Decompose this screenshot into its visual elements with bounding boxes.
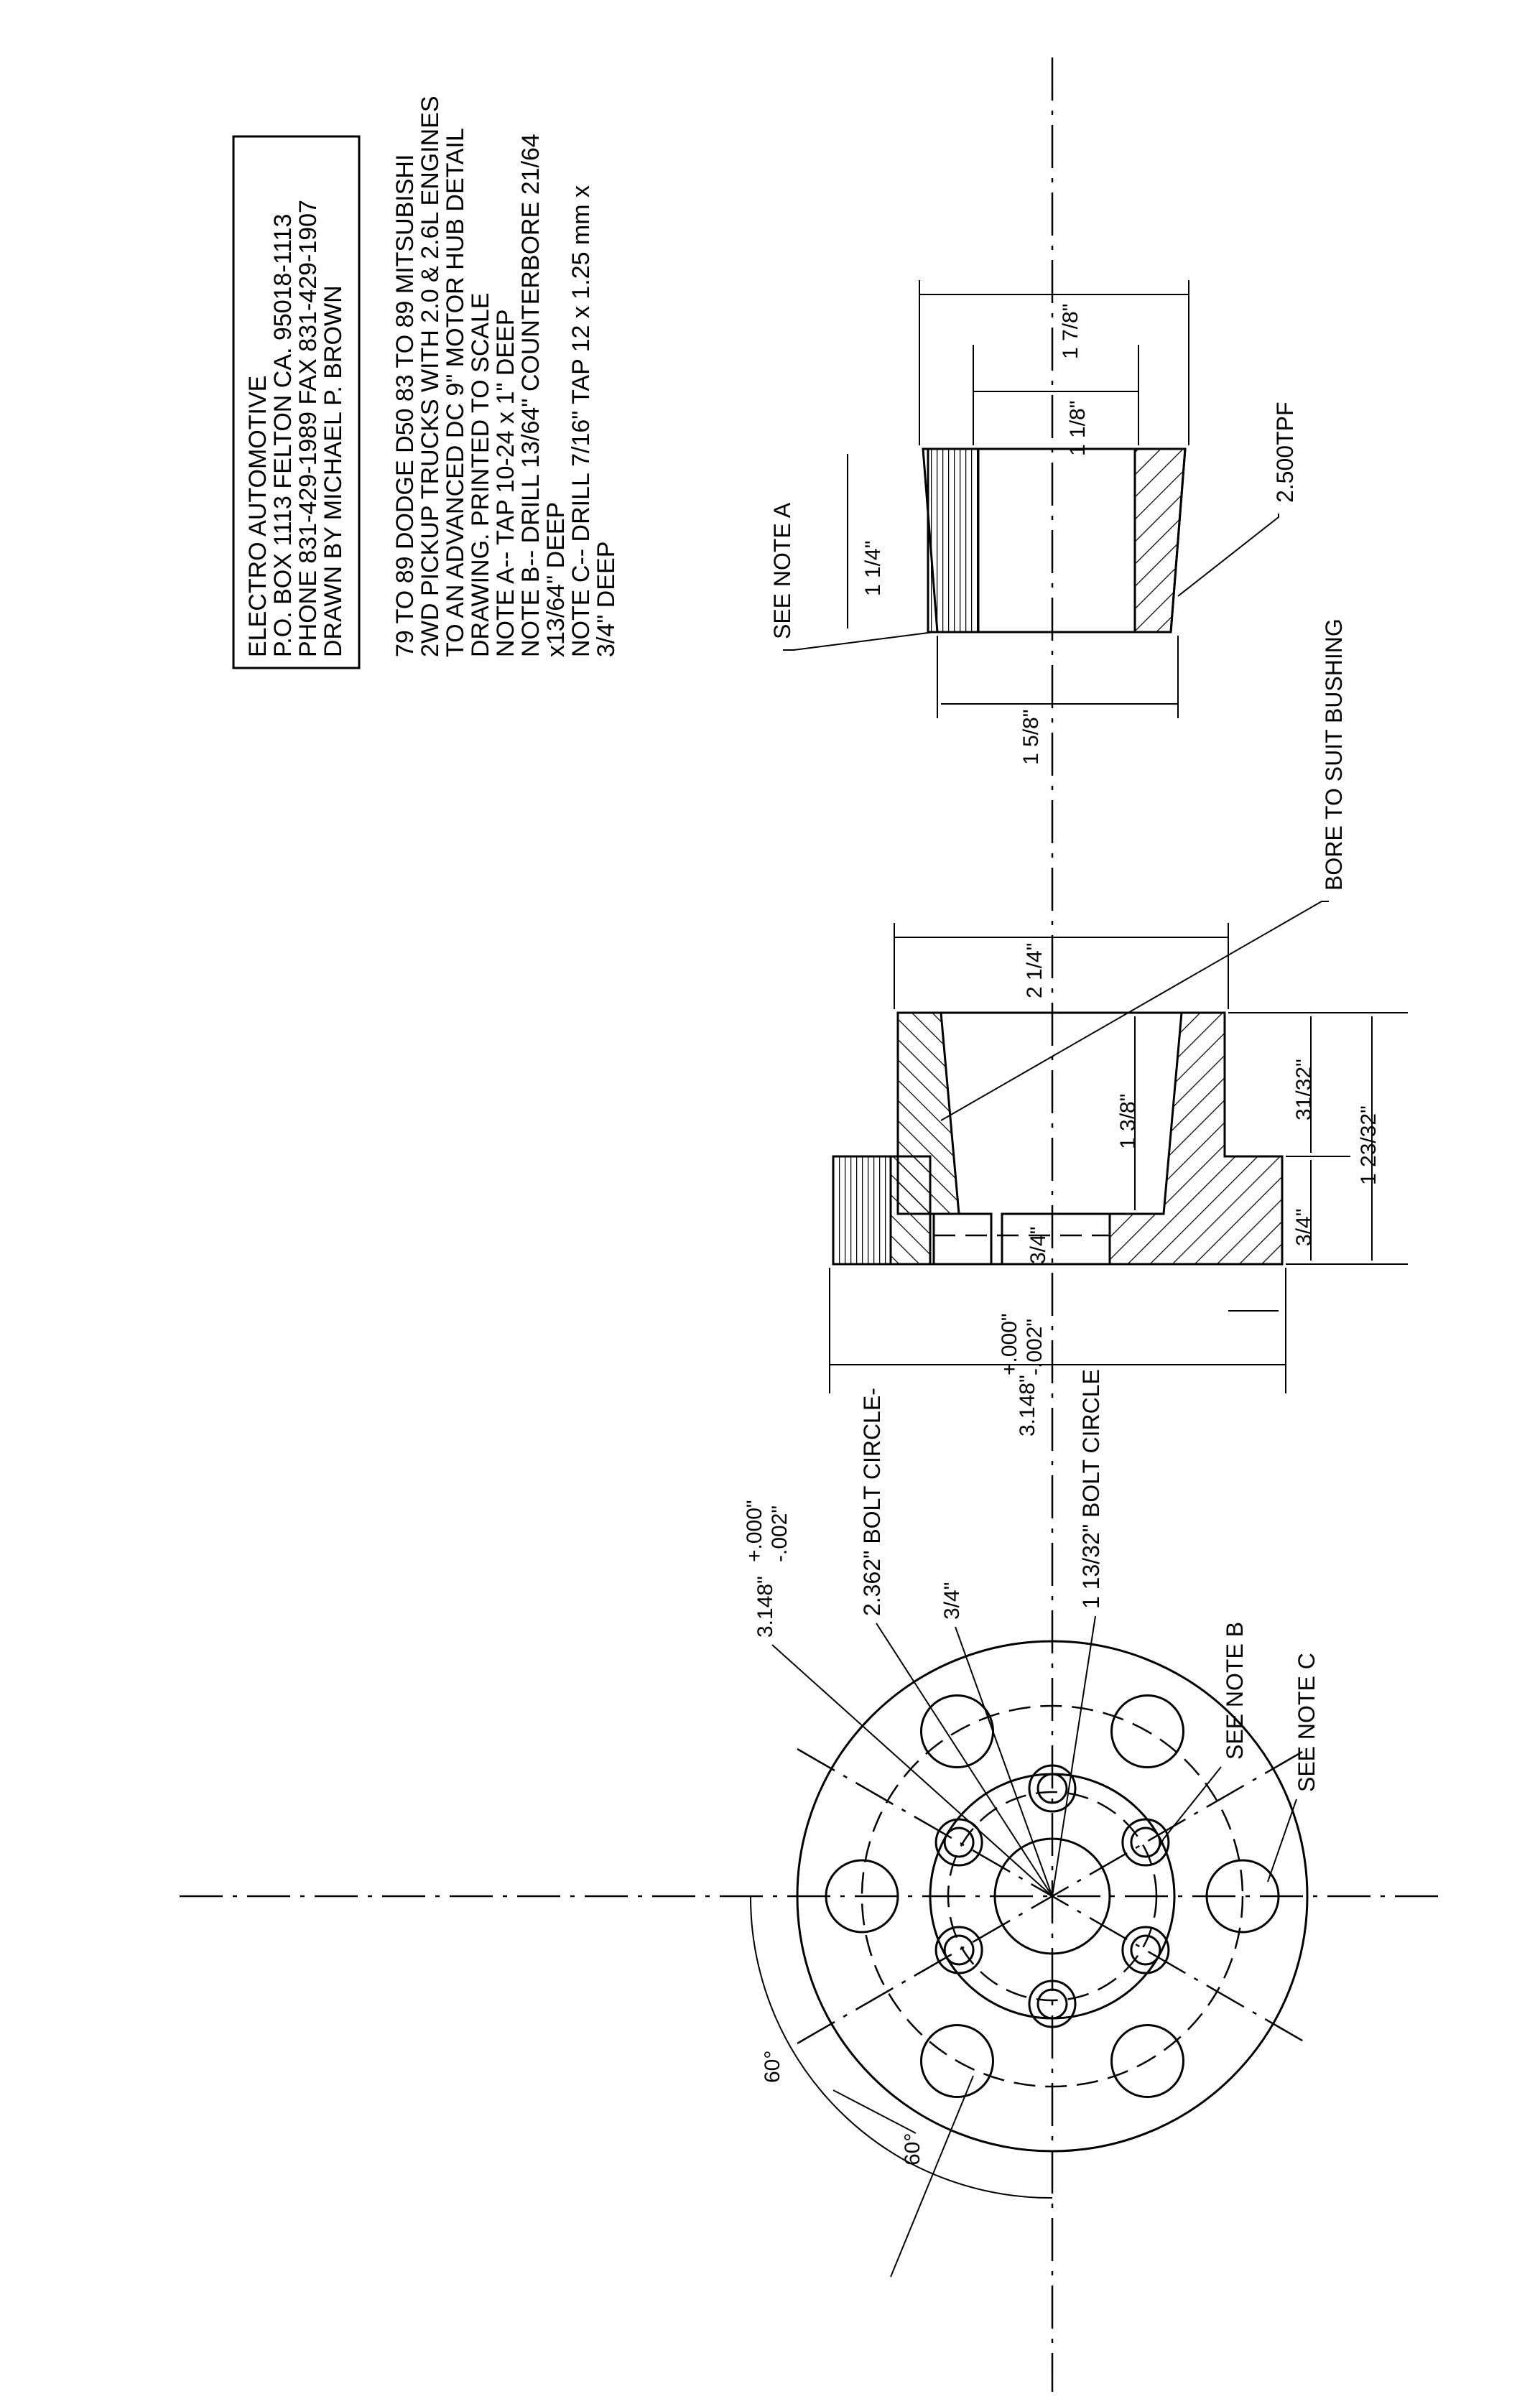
bore-label: BORE TO SUIT BUSHING bbox=[1321, 618, 1347, 891]
angle-2: 60° bbox=[901, 2133, 924, 2166]
dim-inner-length: 1 1/8" bbox=[1066, 401, 1090, 456]
bolt-hole-small bbox=[934, 1818, 983, 1867]
bolt-hole-small bbox=[1121, 1926, 1170, 1974]
front-3-4-label: 3/4" bbox=[940, 1582, 964, 1620]
notes-block: 79 TO 89 DODGE D50 83 TO 89 MITSUBISHI 2… bbox=[391, 96, 620, 657]
dim-diameter-tol-plus: +.000" bbox=[998, 1313, 1021, 1375]
note-line: NOTE B-- DRILL 13/64" COUNTERBORE 21/64 bbox=[517, 134, 544, 657]
dim-hub-width: 2 1/4" bbox=[1023, 943, 1047, 998]
front-dia-tol-minus: -.002" bbox=[768, 1505, 792, 1562]
note-line: NOTE A-- TAP 10-24 x 1" DEEP bbox=[492, 310, 519, 657]
bushing-section: 1 7/8" 1 1/8" 1 1/4" 1 5/8" SEE NOTE A 2… bbox=[769, 280, 1298, 765]
dim-bottom: 1 5/8" bbox=[1019, 710, 1043, 765]
bolt-hole-small bbox=[1036, 1773, 1068, 1804]
front-dia-label: 3.148" bbox=[753, 1576, 777, 1638]
bolt-hole-small bbox=[943, 1934, 975, 1966]
bolt-hole-large bbox=[1110, 2023, 1184, 2098]
bolt-circle-inner bbox=[947, 1791, 1158, 2002]
dim-diameter-tol-minus: -.002" bbox=[1023, 1319, 1047, 1375]
bolt-hole-small bbox=[1130, 1827, 1161, 1858]
taper-label: 2.500TPF bbox=[1272, 402, 1298, 503]
note-line: x13/64" DEEP bbox=[542, 502, 570, 657]
dim-3-4-inner: 3/4" bbox=[1026, 1227, 1050, 1264]
bolt-hole-small bbox=[934, 1926, 983, 1974]
leader-line bbox=[1177, 514, 1279, 597]
leader-line bbox=[876, 1623, 1053, 1897]
dim-outer-length: 1 7/8" bbox=[1059, 304, 1082, 359]
dim-1-23-32: 1 23/32" bbox=[1357, 1105, 1381, 1185]
title-line-1: ELECTRO AUTOMOTIVE bbox=[244, 376, 272, 657]
hub-counterbore bbox=[1001, 1212, 1111, 1266]
bolt-hole-large bbox=[1205, 1859, 1280, 1934]
note-line: 2WD PICKUP TRUCKS WITH 2.0 & 2.6L ENGINE… bbox=[417, 96, 444, 657]
leader-line bbox=[832, 2089, 917, 2134]
dim-bore: 1 3/8" bbox=[1116, 1094, 1140, 1149]
title-line-4: DRAWN BY MICHAEL P. BROWN bbox=[320, 285, 347, 657]
bolt-hole-small bbox=[1028, 1764, 1077, 1813]
see-note-a-label: SEE NOTE A bbox=[769, 502, 795, 639]
bolt-circle-1-13-32-label: 1 13/32" BOLT CIRCLE bbox=[1078, 1369, 1104, 1609]
dim-3-4-left: 3/4" bbox=[1292, 1209, 1316, 1246]
hub-hatch-left-flange bbox=[889, 1155, 932, 1266]
bolt-hole-large bbox=[1110, 1694, 1184, 1769]
title-line-3: PHONE 831-429-1989 FAX 831-429-1907 bbox=[294, 200, 322, 657]
bolt-hole-small bbox=[1130, 1934, 1161, 1966]
see-note-c-label: SEE NOTE C bbox=[1294, 1653, 1319, 1792]
leader-line bbox=[1267, 1799, 1297, 1883]
front-dia-tol-plus: +.000" bbox=[743, 1500, 766, 1562]
bolt-hole-large bbox=[920, 2023, 994, 2098]
angle-1: 60° bbox=[761, 2051, 784, 2083]
leader-line bbox=[783, 631, 934, 651]
note-line: TO AN ADVANCED DC 9" MOTOR HUB DETAIL bbox=[442, 128, 469, 657]
dim-top: 1 1/4" bbox=[861, 541, 885, 596]
title-block-text: ELECTRO AUTOMOTIVE P.O. BOX 1113 FELTON … bbox=[244, 200, 347, 657]
leader-line bbox=[1052, 1615, 1096, 1897]
bolt-hole-small bbox=[1121, 1818, 1170, 1867]
bushing-thread-left bbox=[927, 447, 980, 634]
bolt-circle-2362-label: 2.362" BOLT CIRCLE- bbox=[859, 1388, 885, 1616]
note-line: NOTE C-- DRILL 7/16" TAP 12 x 1.25 mm x bbox=[567, 185, 595, 657]
bolt-hole-small bbox=[1028, 1980, 1077, 2028]
bore-circle bbox=[993, 1837, 1111, 1955]
leader-line bbox=[1156, 1766, 1222, 1854]
hub-counterbore bbox=[932, 1212, 993, 1266]
bolt-circle-2362 bbox=[861, 1704, 1244, 2088]
angle-arc bbox=[749, 1895, 902, 2159]
dim-diameter: 3.148" bbox=[1016, 1375, 1039, 1437]
bolt-hole-small bbox=[943, 1827, 975, 1858]
hub-front-view: 60° 60° 3.148" +.000" -.002" 2.362" BOLT… bbox=[743, 1369, 1319, 2278]
leader-line bbox=[940, 901, 1329, 1121]
angle-arc bbox=[901, 2158, 1053, 2199]
title-block-frame bbox=[232, 135, 361, 669]
leader-line bbox=[955, 1626, 1053, 1897]
see-note-b-label: SEE NOTE B bbox=[1222, 1622, 1248, 1760]
hub-section: 2 1/4" 1 3/8" 31/32" 1 23/32" 3/4" 3/4" … bbox=[829, 618, 1408, 1437]
title-line-2: P.O. BOX 1113 FELTON CA. 95018-1113 bbox=[269, 214, 297, 657]
bushing-hatch-right bbox=[1133, 447, 1187, 634]
outer-circle bbox=[796, 1640, 1309, 2153]
note-line: 79 TO 89 DODGE D50 83 TO 89 MITSUBISHI bbox=[391, 154, 419, 657]
dim-31-32: 31/32" bbox=[1292, 1059, 1316, 1120]
hub-thread bbox=[832, 1155, 892, 1266]
bolt-hole-large bbox=[825, 1859, 899, 1934]
leader-line bbox=[771, 1644, 1053, 1897]
bolt-hole-small bbox=[1036, 1988, 1068, 2020]
leader-line bbox=[890, 2075, 974, 2278]
note-line: DRAWING. PRINTED TO SCALE bbox=[467, 292, 494, 657]
hub-hatch-right bbox=[1108, 1011, 1284, 1266]
note-line: 3/4" DEEP bbox=[593, 542, 620, 657]
